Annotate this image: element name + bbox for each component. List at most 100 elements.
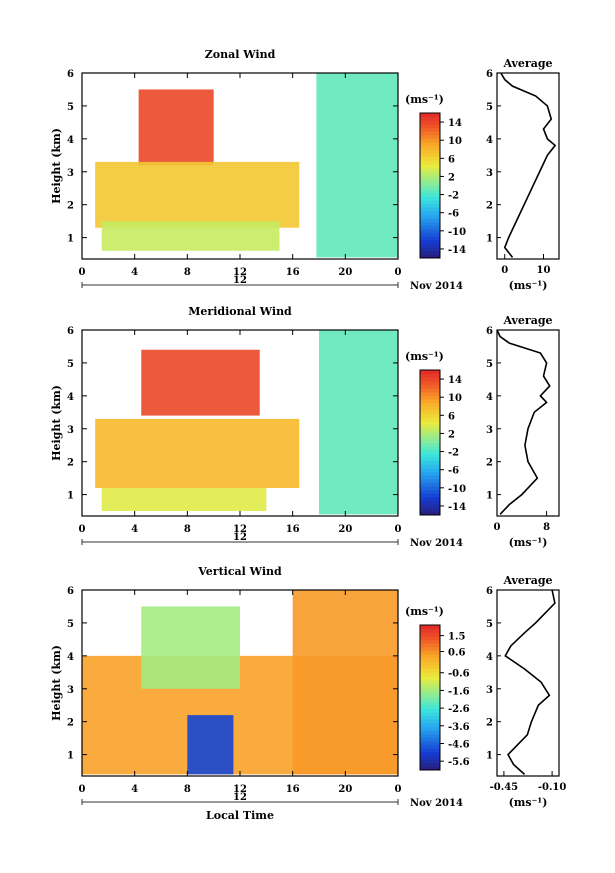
colorbar-swatch xyxy=(420,395,440,400)
profile-y-tick-label: 3 xyxy=(486,685,493,696)
colorbar-swatch xyxy=(420,123,440,128)
profile-y-tick-label: 3 xyxy=(486,425,493,436)
profile-x-axis-label: (ms⁻¹) xyxy=(509,536,548,549)
colorbar-tick-label: 14 xyxy=(448,118,462,129)
colorbar-swatch xyxy=(420,679,440,684)
profile-frame xyxy=(496,72,560,260)
colorbar-swatch xyxy=(420,467,440,472)
colorbar-swatch xyxy=(420,683,440,688)
profile-x-tick-label: -0.45 xyxy=(490,782,519,793)
colorbar-swatch xyxy=(420,189,440,194)
x-tick-label: 0 xyxy=(79,524,86,535)
colorbar-swatch xyxy=(420,229,440,234)
colorbar-tick-label: 2 xyxy=(448,172,455,183)
colorbar-swatch xyxy=(420,759,440,764)
colorbar-swatch xyxy=(420,127,440,132)
colorbar-swatch xyxy=(420,171,440,176)
colorbar-swatch xyxy=(420,391,440,396)
y-tick-label: 6 xyxy=(67,326,74,337)
profile-y-tick-label: 1 xyxy=(486,751,493,762)
colorbar-swatch xyxy=(420,200,440,205)
colorbar-swatch xyxy=(420,741,440,746)
colorbar-tick-label: -2 xyxy=(448,191,459,202)
colorbar-swatch xyxy=(420,643,440,648)
profile-y-tick-label: 2 xyxy=(486,718,493,729)
profile-y-tick-label: 4 xyxy=(486,392,493,403)
colorbar-tick-label: -5.6 xyxy=(448,757,470,768)
x-tick-label: 12 xyxy=(233,784,247,795)
colorbar-swatch xyxy=(420,435,440,440)
colorbar-swatch xyxy=(420,424,440,429)
data-region xyxy=(95,161,300,228)
profile-x-tick-label: -0.10 xyxy=(538,782,567,793)
colorbar-swatch xyxy=(420,478,440,483)
profile-y-tick-label: 6 xyxy=(486,69,493,80)
colorbar-swatch xyxy=(420,460,440,465)
y-tick-label: 4 xyxy=(67,392,74,403)
colorbar-tick-label: -2 xyxy=(448,448,459,459)
y-tick-label: 6 xyxy=(67,586,74,597)
colorbar-swatch xyxy=(420,708,440,713)
colorbar-swatch xyxy=(420,766,440,771)
colorbar-swatch xyxy=(420,196,440,201)
colorbar-swatch xyxy=(420,380,440,385)
y-axis-label: Height (km) xyxy=(50,645,63,721)
y-tick-label: 3 xyxy=(67,168,74,179)
profile-y-tick-label: 1 xyxy=(486,234,493,245)
profile-line xyxy=(500,72,557,258)
x-tick-label: 4 xyxy=(131,784,138,795)
y-tick-label: 5 xyxy=(67,359,74,370)
x-tick-label: 16 xyxy=(286,784,300,795)
colorbar-swatch xyxy=(420,236,440,241)
colorbar-swatch xyxy=(420,373,440,378)
colorbar-swatch xyxy=(420,163,440,168)
profile-x-axis-label: (ms⁻¹) xyxy=(509,279,548,292)
profile-x-tick-label: 8 xyxy=(543,522,550,533)
colorbar-swatch xyxy=(420,446,440,451)
x-axis-label: Local Time xyxy=(206,809,274,822)
profile-y-tick-label: 2 xyxy=(486,458,493,469)
colorbar-swatch xyxy=(420,247,440,252)
y-tick-label: 1 xyxy=(67,234,74,245)
colorbar-swatch xyxy=(420,178,440,183)
colorbar-tick-label: -14 xyxy=(448,502,466,513)
colorbar-frame xyxy=(419,624,441,771)
colorbar-swatch xyxy=(420,664,440,669)
colorbar-swatch xyxy=(420,142,440,147)
colorbar-tick-label: -6 xyxy=(448,466,459,477)
panel-title: Zonal Wind xyxy=(205,48,276,61)
colorbar-swatch xyxy=(420,748,440,753)
profile-y-tick-label: 3 xyxy=(486,168,493,179)
colorbar-swatch xyxy=(420,370,440,375)
colorbar-swatch xyxy=(420,654,440,659)
x-tick-label: 4 xyxy=(131,267,138,278)
y-tick-label: 5 xyxy=(67,102,74,113)
colorbar-swatch xyxy=(420,493,440,498)
colorbar-swatch xyxy=(420,635,440,640)
x-tick-label: 16 xyxy=(286,267,300,278)
x-tick-label: 12 xyxy=(233,267,247,278)
colorbar-tick-label: -1.6 xyxy=(448,686,470,697)
colorbar-swatch xyxy=(420,686,440,691)
colorbar-swatch xyxy=(420,138,440,143)
colorbar-swatch xyxy=(420,639,440,644)
colorbar-unit: (ms⁻¹) xyxy=(405,350,444,363)
colorbar-swatch xyxy=(420,214,440,219)
colorbar-tick-label: -10 xyxy=(448,484,466,495)
colorbar-swatch xyxy=(420,221,440,226)
y-tick-label: 5 xyxy=(67,619,74,630)
colorbar-swatch xyxy=(420,438,440,443)
colorbar-swatch xyxy=(420,413,440,418)
profile-x-axis-label: (ms⁻¹) xyxy=(509,796,548,809)
colorbar-swatch xyxy=(420,250,440,255)
colorbar-swatch xyxy=(420,511,440,516)
data-region xyxy=(292,590,398,775)
y-tick-label: 1 xyxy=(67,491,74,502)
colorbar-tick-label: -3.6 xyxy=(448,722,470,733)
colorbar-tick-label: 2 xyxy=(448,429,455,440)
colorbar-swatch xyxy=(420,693,440,698)
colorbar-swatch xyxy=(420,715,440,720)
